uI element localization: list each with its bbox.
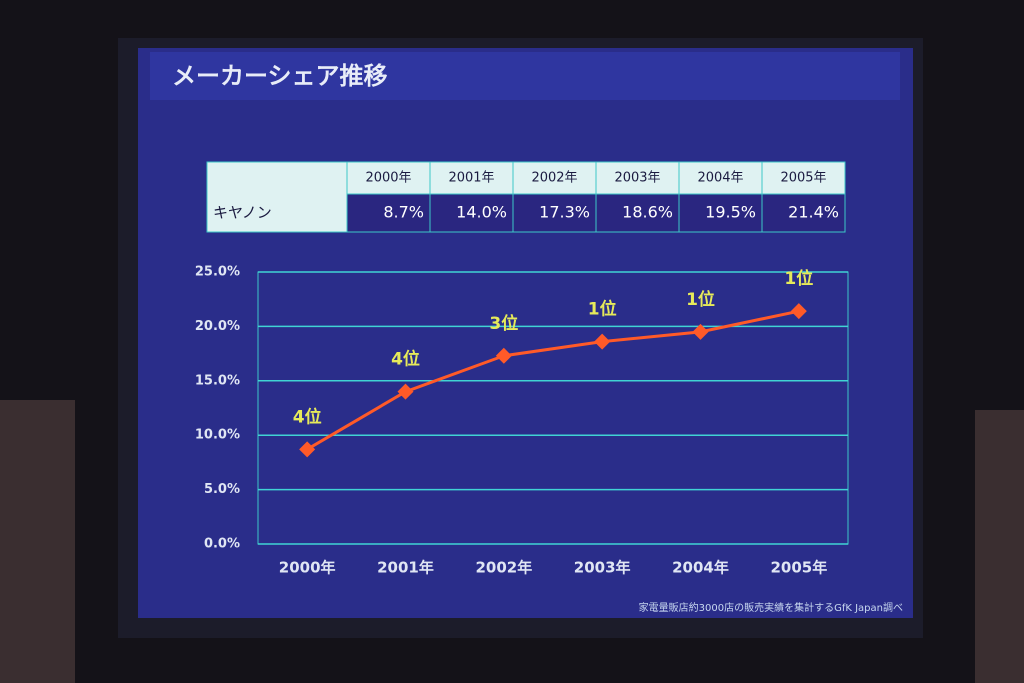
- header-text: 2005年: [780, 171, 826, 186]
- value-text: 14.0%: [456, 203, 507, 222]
- line-chart: 0.0% 5.0% 10.0% 15.0% 20.0% 25.0% 2000年 2001年 20…: [195, 265, 849, 577]
- value-cell: [429, 193, 514, 233]
- y-tick-label: 15.0%: [195, 373, 240, 388]
- header-text: 2002年: [531, 171, 577, 186]
- footnote: 家電量販店約3000店の販売実績を集計するGfK Japan調べ: [639, 601, 903, 614]
- rank-annotation: 1位: [588, 299, 617, 320]
- title-bar: [150, 52, 900, 100]
- header-cell: [678, 161, 763, 195]
- value-text: 17.3%: [539, 203, 590, 222]
- value-cell: [595, 193, 680, 233]
- value-text: 19.5%: [705, 203, 756, 222]
- x-tick-label: 2000年: [279, 559, 336, 577]
- x-tick-label: 2003年: [574, 559, 631, 577]
- y-tick-label: 10.0%: [195, 428, 240, 443]
- x-tick-label: 2002年: [475, 559, 532, 577]
- header-text: 2000年: [365, 171, 411, 186]
- x-tick-label: 2005年: [770, 559, 827, 577]
- rank-annotation: 1位: [784, 268, 813, 289]
- value-text: 8.7%: [383, 203, 424, 222]
- share-table: キヤノン 2000年 8.7% 2001年 14.0% 2002年 17.3% 2003年 18…: [206, 161, 846, 233]
- value-text: 21.4%: [788, 203, 839, 222]
- rank-annotation: 4位: [293, 406, 322, 427]
- header-text: 2001年: [448, 171, 494, 186]
- data-point: [692, 323, 709, 340]
- slide-title: メーカーシェア推移: [172, 62, 388, 90]
- wall-left: [0, 400, 75, 683]
- rank-annotation: 1位: [686, 289, 715, 310]
- y-tick-label: 25.0%: [195, 265, 240, 280]
- header-cell: [595, 161, 680, 195]
- value-cell: [678, 193, 763, 233]
- data-point: [790, 303, 807, 320]
- header-text: 2003年: [614, 171, 660, 186]
- slide: [138, 48, 913, 618]
- header-text: 2004年: [697, 171, 743, 186]
- x-tick-label: 2001年: [377, 559, 434, 577]
- data-point: [594, 333, 611, 350]
- y-tick-label: 5.0%: [204, 482, 240, 497]
- y-tick-label: 20.0%: [195, 319, 240, 334]
- data-point: [397, 383, 414, 400]
- rank-annotation: 3位: [489, 313, 518, 334]
- value-cell: [346, 193, 431, 233]
- data-point: [495, 347, 512, 364]
- wall-right: [975, 410, 1024, 683]
- value-text: 18.6%: [622, 203, 673, 222]
- row-label-cell: [206, 161, 348, 233]
- data-point: [299, 441, 316, 458]
- data-line: [306, 309, 800, 451]
- x-tick-label: 2004年: [672, 559, 729, 577]
- value-cell: [761, 193, 846, 233]
- value-cell: [512, 193, 597, 233]
- row-label: キヤノン: [213, 204, 272, 222]
- rank-annotation: 4位: [391, 349, 420, 370]
- y-tick-label: 0.0%: [204, 537, 240, 552]
- header-cell: [761, 161, 846, 195]
